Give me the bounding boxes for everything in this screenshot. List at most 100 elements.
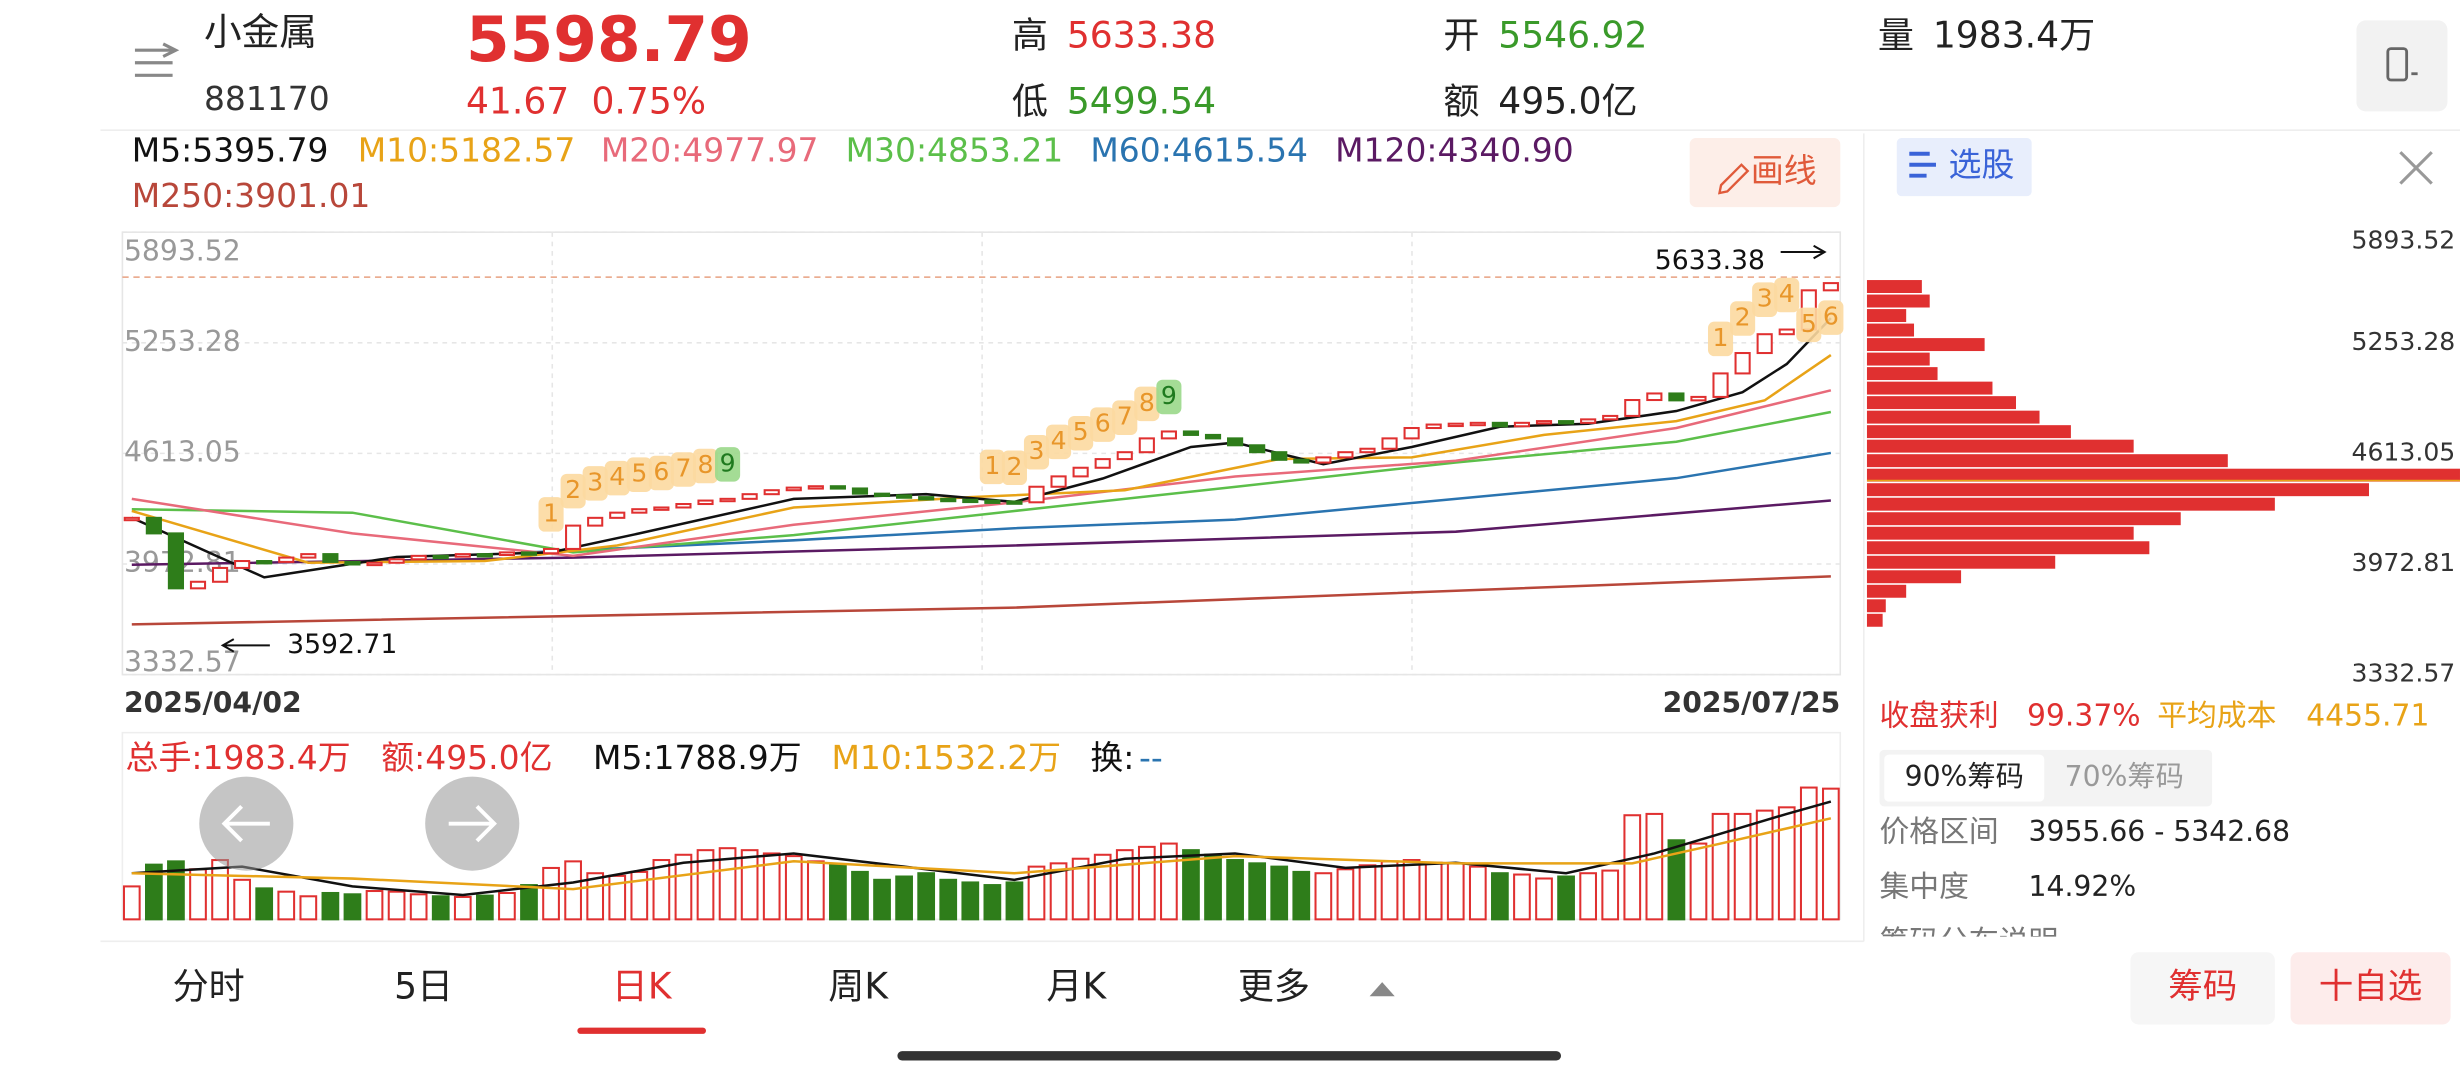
volume-bar [762, 852, 781, 921]
chip-bar [1866, 352, 1930, 366]
overlay [199, 776, 520, 871]
td-label: 3 [587, 467, 603, 496]
high-arrow [1780, 244, 1827, 260]
candle [211, 566, 229, 583]
volume-bar [1689, 842, 1708, 921]
candle [1271, 451, 1288, 461]
stock-name: 小金属 [204, 10, 317, 54]
chip-bar [1866, 323, 1915, 337]
volume-bar [189, 868, 207, 921]
candle [300, 553, 317, 559]
tab[interactable]: 更多 [1238, 965, 1310, 1007]
candle [1558, 420, 1575, 425]
more-arrow[interactable] [1369, 982, 1395, 997]
volume-bar [564, 860, 582, 921]
prev-button[interactable] [199, 776, 294, 871]
td-badge [1001, 450, 1027, 486]
td-label: 1 [984, 451, 1000, 480]
open: 5546.92 [1498, 15, 1647, 57]
candle [520, 551, 538, 556]
candle [1050, 475, 1067, 488]
candle [322, 553, 339, 563]
candle [741, 493, 758, 500]
volume-bar [1557, 875, 1575, 921]
td-label: 2 [1735, 303, 1751, 332]
candle [1624, 399, 1641, 417]
volume-bar [122, 885, 141, 921]
td-label: 8 [698, 450, 714, 479]
tab-active[interactable]: 日K [612, 965, 673, 1007]
next-button[interactable] [425, 776, 520, 871]
td-badge [692, 448, 719, 484]
volume-legend: -- [1139, 738, 1163, 777]
candle [278, 556, 295, 563]
volume-bar [1513, 873, 1531, 921]
volume-bar [895, 875, 913, 921]
td-label: 3 [1029, 436, 1045, 465]
volume-bar [1182, 849, 1200, 921]
tab-90-label: 90%筹码 [1905, 760, 2024, 793]
y-tick-label: 4613.05 [124, 435, 241, 468]
td-badge [1068, 415, 1094, 451]
price: 5598.79 [466, 3, 752, 76]
tab[interactable]: 分时 [173, 965, 245, 1007]
chip-button[interactable]: 筹码 [2130, 952, 2275, 1025]
tab[interactable]: 周K [828, 965, 889, 1007]
volume-bar [321, 891, 340, 921]
help-link[interactable]: 筹码分布说明 [1880, 924, 2059, 959]
volume-bar [1093, 853, 1112, 921]
volume-bar [1226, 859, 1244, 921]
tab[interactable]: 5日 [394, 965, 453, 1007]
candle [1315, 456, 1332, 464]
volume-legend: M10:1532.2万 [832, 738, 1062, 777]
candle [829, 485, 846, 490]
candle [1116, 451, 1133, 461]
volume-bar [409, 893, 428, 921]
td-label: 6 [1095, 409, 1111, 438]
volume-bar [1204, 853, 1222, 921]
tab-90[interactable]: 90%筹码 [1884, 754, 2045, 802]
volume-bar [277, 890, 296, 921]
candle [807, 485, 824, 490]
candle [1182, 430, 1200, 436]
candle [388, 558, 405, 564]
td-label: 4 [609, 462, 625, 491]
chip-bar [1866, 425, 2071, 439]
td-badge [1774, 277, 1800, 313]
volume-bar [1248, 862, 1267, 921]
td-badge [979, 449, 1005, 485]
volume-bar [806, 860, 825, 921]
volume-bar [1822, 787, 1840, 921]
candle [432, 554, 449, 560]
draw-button[interactable]: 画线 [1689, 138, 1841, 208]
y-tick-label: 3332.57 [124, 646, 241, 679]
y-tick-label-right: 3972.81 [2351, 548, 2455, 577]
landscape-button[interactable] [2356, 20, 2448, 112]
volume-bar [1160, 842, 1178, 921]
candle [1227, 437, 1244, 447]
candle [851, 487, 869, 495]
candle [697, 499, 714, 506]
stock-pick-button[interactable]: 选股 [1896, 138, 2032, 197]
candle [1447, 422, 1464, 428]
candle [1646, 392, 1663, 402]
candle [1712, 372, 1729, 398]
tab-70[interactable]: 70%筹码 [2065, 760, 2184, 793]
volume-bar [1579, 872, 1598, 921]
volume-bar [1358, 864, 1377, 921]
candle [609, 511, 626, 519]
volume-legend: 总手:1983.4万 [126, 738, 351, 777]
candle [1293, 458, 1310, 464]
chip-bar [1866, 367, 1938, 381]
candle [1094, 458, 1111, 469]
close-button[interactable] [2399, 151, 2433, 185]
legend-entry: M10:5182.57 [358, 131, 576, 170]
watchlist-button[interactable]: 十自选 [2290, 952, 2451, 1025]
candle [1690, 395, 1707, 402]
candle [344, 560, 361, 566]
tab[interactable]: 月K [1046, 965, 1107, 1007]
candle [1072, 466, 1089, 478]
volume-bar [1027, 865, 1046, 921]
menu-icon[interactable] [134, 42, 180, 77]
